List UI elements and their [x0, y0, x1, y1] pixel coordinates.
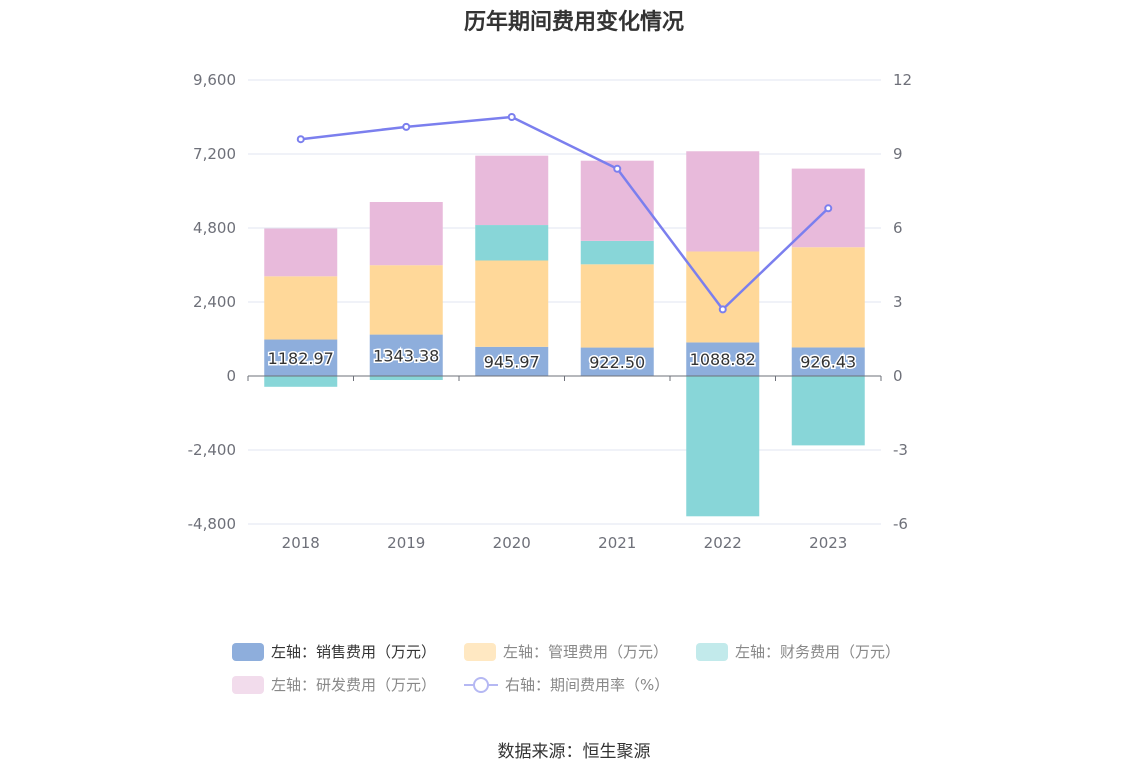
- bar-2-2023: [791, 376, 865, 446]
- bar-0-2023: [791, 347, 865, 376]
- left-tick-label: 7,200: [193, 145, 236, 163]
- legend-item-sales[interactable]: 左轴：销售费用（万元）: [232, 641, 436, 662]
- data-labels: 1182.97 1343.38 945.97 922.50 1088.82 926.43: [266, 345, 858, 373]
- rate-line: [300, 115, 830, 311]
- left-tick-label: 9,600: [193, 71, 236, 89]
- bar-0-2019: [369, 334, 443, 376]
- bar-0-2022: [686, 342, 760, 376]
- legend-item-rate[interactable]: 右轴：期间费用率（%）: [464, 674, 669, 695]
- legend-item-admin[interactable]: 左轴：管理费用（万元）: [464, 641, 668, 662]
- data-label: 945.97: [484, 352, 540, 371]
- rate-point-2022: [718, 305, 727, 314]
- bar-3-2019: [369, 201, 443, 266]
- rate-point-2021: [613, 164, 622, 173]
- legend-item-rd[interactable]: 左轴：研发费用（万元）: [232, 674, 436, 695]
- bar-1-2021: [580, 264, 654, 348]
- rate-point-2019: [402, 122, 411, 131]
- legend-swatch-sales: [232, 642, 264, 661]
- right-tick-label: 12: [893, 71, 912, 89]
- x-tick-label: 2020: [493, 534, 531, 552]
- legend-label-admin: 左轴：管理费用（万元）: [503, 643, 669, 661]
- legend-label-finance: 左轴：财务费用（万元）: [735, 643, 901, 661]
- data-label: 1182.97: [268, 349, 334, 368]
- chart-title: 历年期间费用变化情况: [463, 10, 684, 35]
- left-tick-label: -2,400: [188, 441, 236, 459]
- legend-swatch-rd: [232, 675, 264, 694]
- legend-line-icon: [464, 676, 498, 693]
- data-label: 1088.82: [690, 350, 756, 369]
- rate-point-2018: [296, 135, 305, 144]
- bar-1-2023: [791, 247, 865, 348]
- left-tick-label: 4,800: [193, 219, 236, 237]
- data-label: 1343.38: [373, 346, 439, 365]
- legend-swatch-finance: [696, 642, 728, 661]
- bar-2-2022: [686, 376, 760, 517]
- right-tick-label: 9: [893, 145, 903, 163]
- data-label: 926.43: [800, 353, 856, 372]
- left-tick-label: 2,400: [193, 293, 236, 311]
- bar-2-2020: [475, 225, 549, 261]
- bar-1-2022: [686, 251, 760, 343]
- legend-item-finance[interactable]: 左轴：财务费用（万元）: [696, 641, 900, 662]
- right-tick-label: 3: [893, 293, 903, 311]
- legend-label-rd: 左轴：研发费用（万元）: [271, 676, 437, 694]
- right-tick-label: -3: [893, 441, 908, 459]
- x-tick-label: 2022: [704, 534, 742, 552]
- bar-3-2020: [475, 155, 549, 226]
- data-source: 数据来源：恒生聚源: [497, 742, 651, 762]
- rate-point-2023: [824, 204, 833, 213]
- x-tick-label: 2021: [598, 534, 636, 552]
- grid-lines: [248, 79, 881, 525]
- x-tick-label: 2019: [387, 534, 425, 552]
- x-tick-label: 2018: [282, 534, 320, 552]
- right-tick-label: 6: [893, 219, 903, 237]
- rate-point-2020: [507, 113, 516, 121]
- line-series: [296, 113, 833, 314]
- legend-label-rate: 右轴：期间费用率（%）: [505, 676, 670, 694]
- bar-2-2021: [580, 240, 654, 265]
- bar-0-2020: [475, 346, 549, 376]
- bar-3-2022: [686, 151, 760, 252]
- x-tick-label: 2023: [809, 534, 847, 552]
- legend-label-sales: 左轴：销售费用（万元）: [271, 643, 437, 661]
- left-tick-label: -4,800: [188, 515, 236, 533]
- bar-0-2018: [264, 339, 338, 376]
- legend-swatch-admin: [464, 642, 496, 661]
- bar-2-2019: [369, 376, 443, 381]
- axes: -4,800 -2,400 0 2,400 4,800 7,200 9,600 -6 -3 0 3 6…: [188, 71, 912, 552]
- bar-1-2019: [369, 265, 443, 335]
- bar-series: [264, 151, 865, 517]
- bar-1-2020: [475, 260, 549, 347]
- bar-3-2018: [264, 228, 338, 277]
- left-tick-label: 0: [226, 367, 236, 385]
- bar-1-2018: [264, 276, 338, 340]
- bar-0-2021: [580, 347, 654, 376]
- right-tick-label: 0: [893, 367, 903, 385]
- bar-2-2018: [264, 376, 338, 387]
- data-label: 922.50: [589, 353, 645, 372]
- right-tick-label: -6: [893, 515, 908, 533]
